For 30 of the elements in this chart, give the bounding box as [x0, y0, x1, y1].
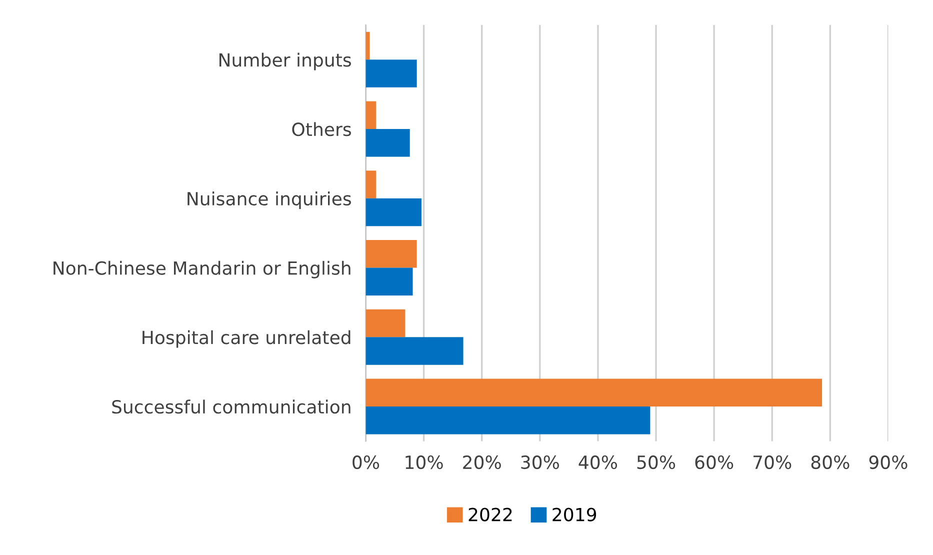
x-tick-label: 90%: [869, 455, 908, 470]
x-tick-label: 0%: [352, 455, 380, 470]
y-tick-label: Non-Chinese Mandarin or English: [54, 260, 350, 278]
bar: [366, 198, 422, 226]
x-tick-label: 10%: [406, 455, 443, 470]
y-tick-label: Hospital care unrelated: [142, 330, 350, 348]
legend-label: 2022: [468, 508, 512, 522]
bar: [366, 170, 376, 198]
x-tick-label: 60%: [695, 455, 734, 470]
x-tick-label: 70%: [754, 455, 792, 470]
bar: [366, 32, 370, 60]
bar: [366, 406, 650, 434]
x-tick-label: 40%: [578, 455, 618, 470]
bar: [366, 337, 464, 365]
legend-label: 2019: [552, 508, 596, 522]
x-tick-label: 50%: [637, 455, 676, 470]
bar: [366, 309, 406, 338]
bar: [366, 378, 822, 407]
x-tick-label: 20%: [463, 455, 501, 470]
bar: [366, 101, 376, 130]
bar: [366, 129, 410, 157]
y-tick-label: Number inputs: [220, 52, 351, 70]
y-tick-label: Successful communication: [112, 400, 350, 414]
x-tick-label: 80%: [811, 455, 850, 470]
bar: [366, 60, 417, 88]
y-tick-label: Nuisance inquiries: [188, 192, 351, 210]
bar: [366, 240, 417, 268]
y-tick-label: Others: [292, 122, 351, 136]
x-tick-label: 30%: [521, 455, 559, 470]
bar: [366, 268, 413, 296]
